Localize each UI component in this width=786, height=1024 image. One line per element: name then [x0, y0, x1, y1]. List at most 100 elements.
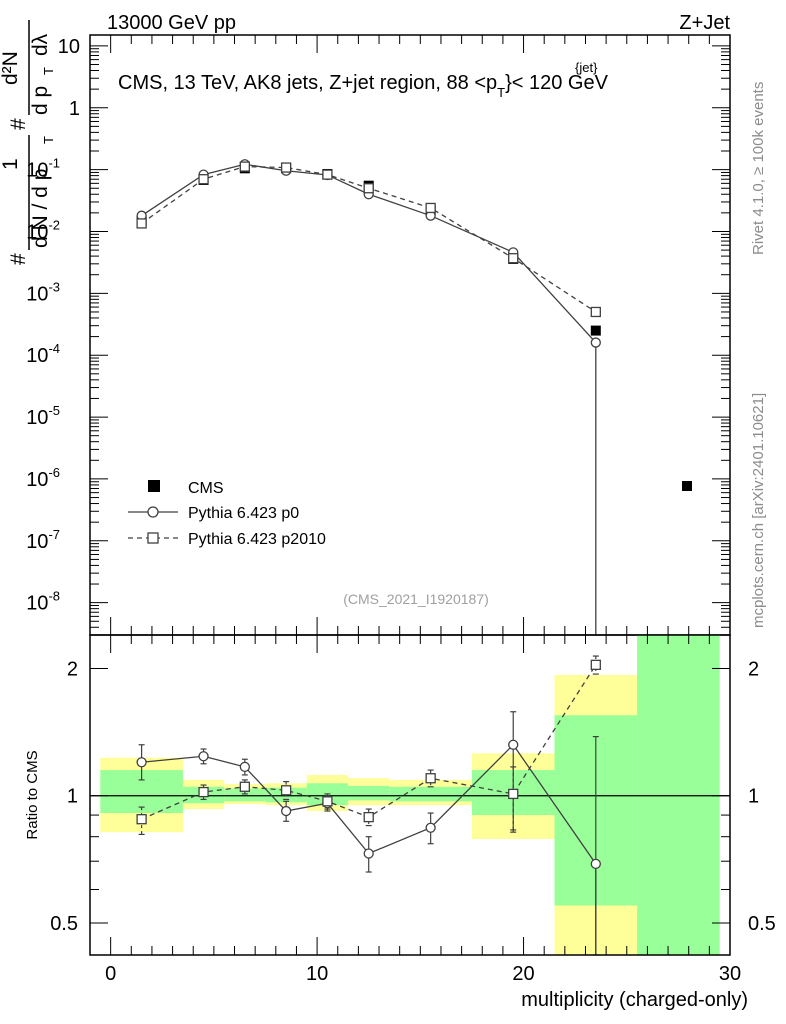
p2010-point: [322, 169, 333, 180]
legend-marker-p2010: [147, 532, 159, 544]
y-tick-mantissa: 10: [26, 407, 48, 429]
svg-text:CMS, 13 TeV, AK8 jets, Z+jet r: CMS, 13 TeV, AK8 jets, Z+jet region, 88 …: [118, 72, 609, 100]
ylabel-denominator-2: d p: [29, 86, 52, 115]
p2010-point: [508, 253, 519, 264]
title-part-a: CMS, 13 TeV, AK8 jets, Z+jet region, 88 …: [118, 72, 497, 94]
main-ylabel: # 1 d N / d p T # d²N d p T dλ: [0, 20, 56, 265]
ratio-p2010-point: [508, 788, 519, 800]
green-band: [389, 786, 472, 802]
ylabel-T-2: T: [41, 67, 56, 75]
y-tick-mantissa: 10: [26, 469, 48, 491]
ylabel-T: T: [41, 136, 56, 144]
y-tick-label: 10-1: [26, 156, 60, 182]
p2010-point: [239, 161, 250, 172]
x-tick-label: 0: [105, 963, 116, 985]
p2010-point: [136, 218, 147, 229]
ratio-series-markers: [136, 659, 601, 870]
y-tick-mantissa: 10: [26, 283, 48, 305]
ratio-p2010-point: [136, 814, 147, 825]
y-tick-exponent: -1: [48, 156, 60, 171]
ylabel-denominator: d N / d p: [29, 169, 52, 248]
ratio-p0-point: [198, 751, 209, 762]
y-tick-exponent: -3: [48, 279, 60, 294]
ratio-p0-point: [280, 805, 292, 817]
legend-label-p2010: Pythia 6.423 p2010: [188, 531, 326, 548]
ratio-y-tick-label-left: 0.5: [50, 913, 78, 935]
ratio-ylabel: Ratio to CMS: [24, 750, 41, 839]
p0-point: [590, 337, 601, 348]
y-tick-mantissa: 10: [26, 221, 48, 243]
y-tick-label: 10-6: [26, 465, 60, 491]
y-tick-mantissa: 10: [26, 593, 48, 615]
ratio-y-tick-label-left: 2: [67, 658, 78, 680]
ratio-uncertainty-bands: [100, 635, 720, 955]
analysis-watermark: (CMS_2021_I1920187): [343, 591, 489, 607]
legend-marker-p0: [147, 506, 159, 518]
ratio-p2010-point: [198, 786, 209, 798]
legend: CMS Pythia 6.423 p0 Pythia 6.423 p2010: [128, 480, 326, 548]
y-tick-label: 10-3: [26, 279, 60, 305]
legend-label-p0: Pythia 6.423 p0: [188, 505, 299, 522]
ratio-y-tick-label-right: 1: [748, 786, 759, 808]
ratio-p0-point: [590, 858, 601, 870]
y-tick-label: 10-7: [26, 527, 60, 553]
title-part-b: }< 120 GeV: [505, 72, 609, 94]
title-sub: T: [497, 85, 505, 100]
main-axis-ticks: [89, 35, 731, 636]
green-band: [224, 788, 266, 802]
ratio-y-tick-label-right: 2: [748, 658, 759, 680]
ylabel-one: 1: [0, 158, 22, 170]
x-tick-label: 10: [306, 963, 328, 985]
title-sup: {jet}: [575, 60, 598, 75]
main-series-markers: [136, 159, 692, 491]
y-tick-exponent: -2: [48, 217, 60, 232]
ratio-y-tick-label-right: 0.5: [748, 913, 776, 935]
ratio-p2010-point: [239, 781, 250, 792]
y-tick-label: 10-5: [26, 403, 60, 429]
ratio-p2010-point: [425, 773, 436, 784]
main-frame: [89, 34, 731, 636]
p2010-point: [198, 174, 209, 185]
header-left: 13000 GeV pp: [107, 12, 236, 34]
ratio-p0-point: [136, 757, 147, 768]
rivet-label: Rivet 4.1.0, ≥ 100k events: [750, 82, 767, 255]
header-right: Z+Jet: [679, 12, 730, 34]
y-tick-exponent: -7: [48, 527, 60, 542]
y-tick-label: 10-2: [26, 217, 60, 243]
ratio-p2010-point: [590, 659, 601, 670]
ylabel-dlambda: dλ: [29, 33, 52, 56]
y-tick-mantissa: 10: [58, 36, 80, 58]
green-band: [637, 635, 720, 955]
ratio-p0-point: [508, 739, 519, 750]
legend-label-cms: CMS: [188, 480, 224, 497]
ratio-tick-labels: 2 2 1 1 0.5 0.5 0 10 20 30: [50, 658, 776, 985]
x-tick-label: 30: [719, 963, 741, 985]
p2010-point: [363, 183, 374, 194]
ratio-axis-ticks: [89, 635, 731, 955]
ratio-p0-point: [363, 848, 374, 859]
y-tick-label: 10-8: [26, 589, 60, 615]
y-tick-exponent: -6: [48, 465, 60, 480]
chart-title: CMS, 13 TeV, AK8 jets, Z+jet region, 88 …: [118, 60, 609, 100]
y-tick-exponent: -8: [48, 589, 60, 604]
p2010-point: [280, 162, 292, 173]
ratio-p0-point: [425, 822, 436, 833]
x-tick-label: 20: [512, 963, 534, 985]
y-tick-mantissa: 1: [69, 98, 80, 120]
y-tick-label: 1: [69, 98, 80, 120]
ylabel-hash-1: #: [7, 253, 30, 265]
main-series-lines: [141, 163, 597, 635]
y-tick-mantissa: 10: [26, 531, 48, 553]
x-axis-label: multiplicity (charged-only): [521, 989, 748, 1011]
cms-overflow-point: [682, 481, 692, 491]
ratio-p2010-point: [280, 785, 292, 796]
ratio-p2010-point: [363, 811, 374, 823]
ratio-y-tick-label-left: 1: [67, 786, 78, 808]
y-tick-label: 10-4: [26, 341, 60, 367]
y-tick-exponent: -4: [48, 341, 60, 356]
y-tick-exponent: -5: [48, 403, 60, 418]
ratio-p0-point: [239, 761, 250, 773]
p2010-point: [590, 306, 601, 318]
